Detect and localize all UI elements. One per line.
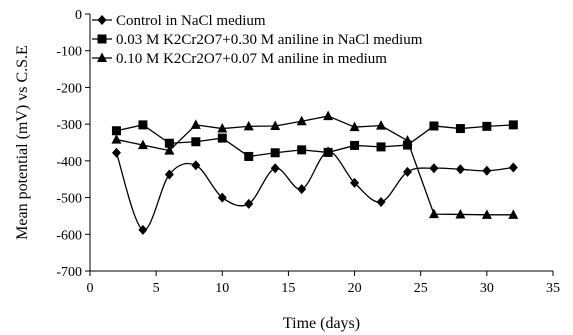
series-2-point-10: [376, 142, 386, 152]
series-1-point-4: [217, 192, 227, 203]
series-3-point-9: [349, 121, 360, 132]
series-2: [111, 120, 518, 161]
series-3: [111, 110, 519, 219]
y-tick-label-4: -400: [56, 155, 82, 170]
series-3-point-14: [481, 209, 492, 219]
legend-entry-3: 0.10 M K2Cr2O7+0.07 M aniline in medium: [92, 51, 387, 67]
series-2-point-12: [429, 121, 439, 131]
series-3-point-1: [137, 139, 148, 150]
series-3-point-5: [243, 120, 254, 131]
series-3-point-3: [190, 119, 201, 129]
series-2-point-5: [244, 151, 254, 161]
x-tick-label-6: 30: [480, 281, 494, 296]
series-2-point-3: [191, 137, 201, 147]
series-3-point-6: [270, 120, 281, 130]
series-1: [111, 146, 518, 235]
series-2-point-11: [402, 140, 412, 150]
x-axis-title: Time (days): [283, 315, 360, 332]
series-1-point-2: [164, 169, 174, 180]
legend-label-2: 0.03 M K2Cr2O7+0.30 M aniline in NaCl me…: [116, 32, 423, 48]
legend-entry-1: Control in NaCl medium: [92, 13, 266, 29]
legend-label-1: Control in NaCl medium: [116, 13, 266, 29]
legend-marker-1: [97, 15, 107, 25]
y-tick-label-1: -100: [56, 45, 82, 60]
series-3-point-4: [217, 123, 228, 133]
y-tick-label-2: -200: [56, 81, 82, 96]
x-tick-label-4: 20: [348, 281, 362, 296]
axes: 0 -100 -200 -300 -400 -500 -600 -700 0 5 10 15 20 25 3…: [14, 8, 560, 332]
x-tick-label-0: 0: [87, 281, 94, 296]
series-2-point-2: [164, 138, 174, 148]
series-2-point-4: [217, 133, 227, 143]
series-2-line: [116, 124, 514, 158]
series-2-point-8: [323, 147, 333, 157]
series-1-point-11: [402, 166, 412, 177]
series-3-point-2: [164, 145, 175, 155]
series-layer: [111, 110, 519, 235]
series-1-point-1: [138, 224, 148, 235]
y-axis-title: Mean potential (mV) vs C.S.E: [14, 45, 31, 240]
x-tick-label-1: 5: [153, 281, 160, 296]
y-tick-label-3: -300: [56, 118, 82, 133]
series-2-point-14: [482, 121, 492, 131]
series-1-point-5: [244, 198, 254, 209]
series-1-point-3: [191, 160, 201, 171]
series-2-point-6: [270, 148, 280, 158]
series-3-point-10: [376, 120, 387, 130]
series-2-point-1: [138, 120, 148, 130]
legend-marker-2: [97, 34, 107, 44]
series-3-point-15: [508, 209, 519, 219]
legend-label-3: 0.10 M K2Cr2O7+0.07 M aniline in medium: [116, 51, 387, 67]
series-2-point-15: [508, 120, 518, 130]
series-2-point-9: [350, 140, 360, 150]
series-1-point-6: [270, 163, 280, 174]
series-1-point-12: [429, 163, 439, 174]
series-3-point-11: [402, 135, 413, 145]
series-3-line: [116, 115, 514, 216]
y-tick-label-0: 0: [75, 8, 82, 23]
legend-marker-3: [97, 52, 107, 62]
series-3-point-12: [428, 208, 439, 219]
series-2-point-0: [111, 126, 121, 136]
series-3-point-7: [296, 115, 307, 126]
series-1-point-14: [482, 165, 492, 176]
y-tick-label-6: -600: [56, 228, 82, 243]
series-1-point-10: [376, 196, 386, 207]
x-tick-label-7: 35: [546, 281, 560, 296]
x-tick-label-3: 15: [281, 281, 295, 296]
series-3-point-8: [323, 110, 334, 121]
legend-entry-2: 0.03 M K2Cr2O7+0.30 M aniline in NaCl me…: [92, 32, 423, 48]
series-1-point-13: [455, 164, 465, 175]
series-1-point-0: [111, 147, 121, 158]
series-3-point-0: [111, 134, 122, 144]
series-2-point-13: [455, 124, 465, 134]
series-2-point-7: [297, 145, 307, 155]
x-tick-label-2: 10: [215, 281, 229, 296]
series-1-point-15: [508, 162, 518, 173]
series-1-point-7: [297, 184, 307, 195]
y-tick-label-7: -700: [56, 265, 82, 280]
y-tick-label-5: -500: [56, 192, 82, 207]
legend: Control in NaCl medium 0.03 M K2Cr2O7+0.3…: [92, 13, 423, 67]
series-1-line: [115, 151, 514, 231]
series-1-point-9: [350, 177, 360, 188]
series-3-point-13: [455, 208, 466, 219]
x-tick-label-5: 25: [414, 281, 428, 296]
